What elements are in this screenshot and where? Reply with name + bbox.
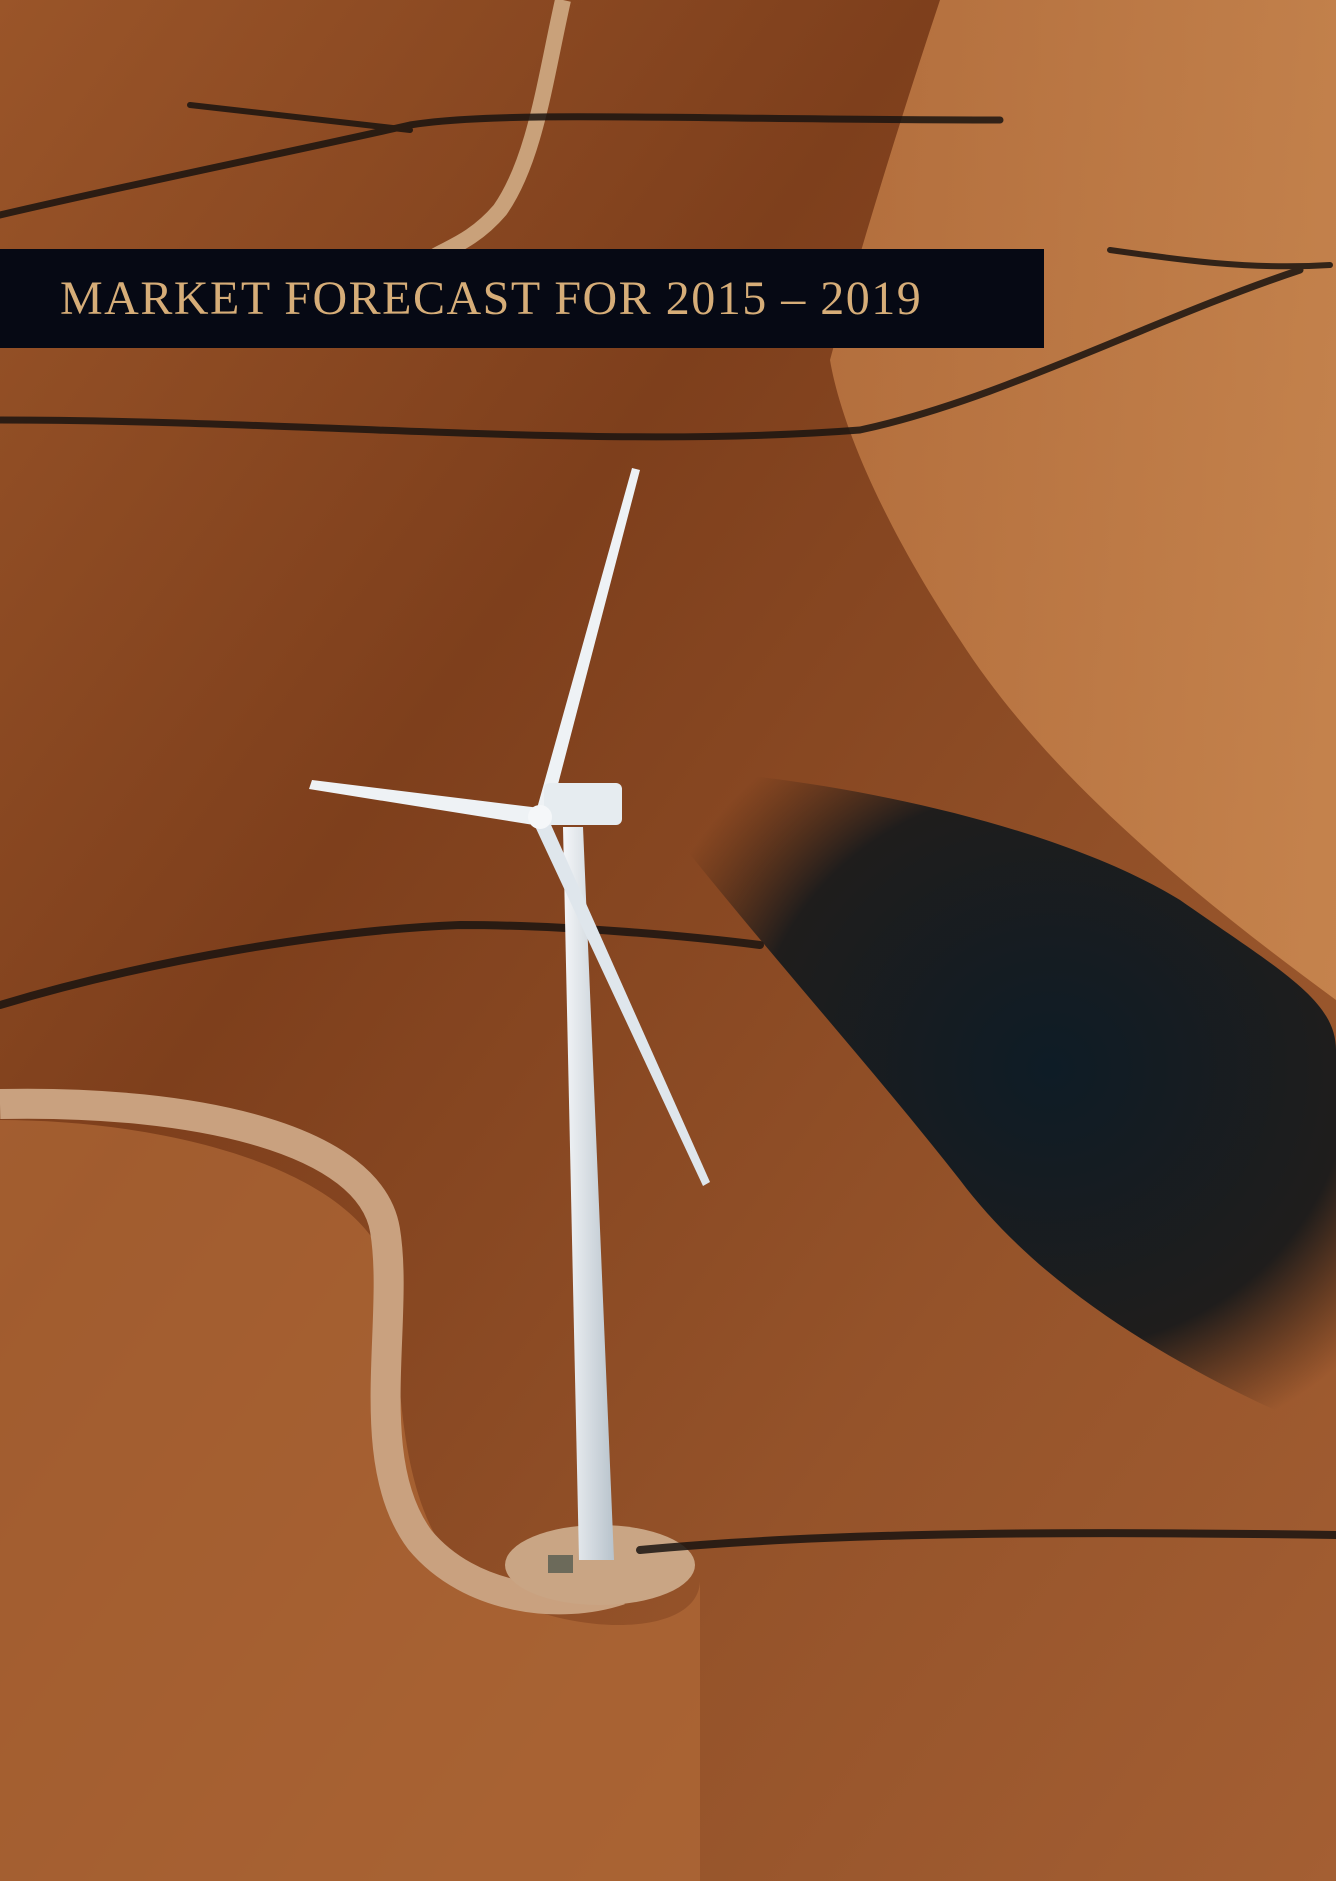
page-title: MARKET FORECAST FOR 2015 – 2019: [60, 271, 922, 326]
title-bar: MARKET FORECAST FOR 2015 – 2019: [0, 249, 1044, 348]
page: {"header": {"title": "MARKET FORECAST FO…: [0, 0, 1336, 1881]
